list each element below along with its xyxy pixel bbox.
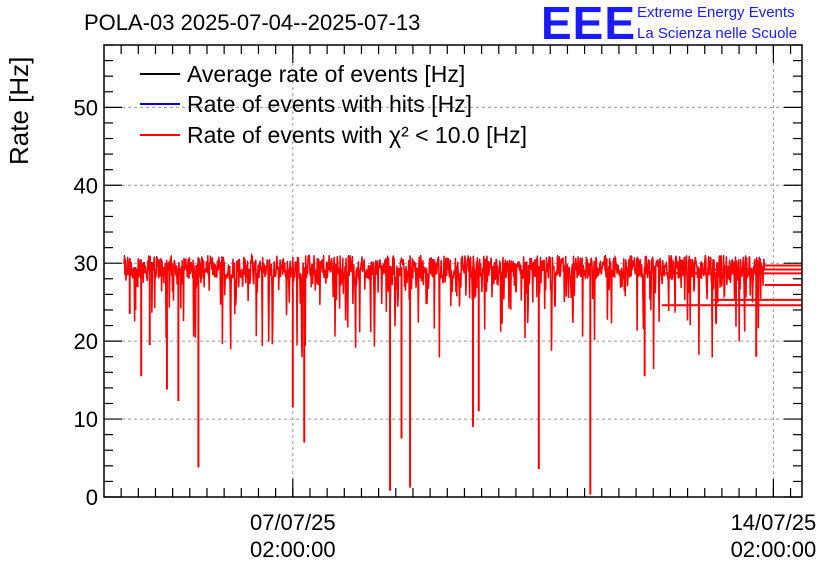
plot-frame [103,44,803,498]
x-tick-label-time: 02:00:00 [731,537,817,562]
x-tick-label-time: 02:00:00 [250,537,336,562]
logo-line-1: Extreme Energy Events [637,4,795,21]
y-tick-label: 50 [74,95,98,120]
y-tick-label: 0 [86,485,98,510]
y-tick-label: 10 [74,407,98,432]
legend-label-average: Average rate of events [Hz] [187,61,465,87]
legend-label-chi2: Rate of events with χ² < 10.0 [Hz] [187,122,527,148]
x-tick-label-date: 14/07/25 [731,510,817,535]
chart-title: POLA-03 2025-07-04--2025-07-13 [84,10,421,35]
y-tick-label: 40 [74,173,98,198]
grid-lines [104,45,802,497]
y-tick-label: 20 [74,329,98,354]
plot-area [123,252,802,495]
x-tick-label-date: 07/07/25 [250,510,336,535]
series-chi2-line [123,252,766,370]
y-tick-label: 30 [74,251,98,276]
eee-logo: EEE [541,0,637,49]
legend: Average rate of events [Hz] Rate of event… [140,61,527,148]
legend-label-hits: Rate of events with hits [Hz] [187,91,472,117]
axes: 0102030405007/07/2502:00:0014/07/2502:00… [74,44,817,562]
logo-line-2: La Scienza nelle Scuole [637,25,798,42]
